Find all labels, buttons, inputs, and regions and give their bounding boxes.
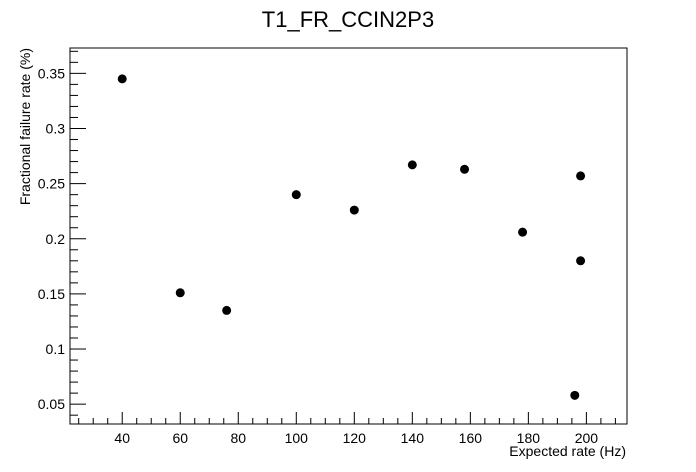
data-point (518, 227, 528, 237)
data-point (349, 205, 359, 215)
data-point (460, 164, 470, 174)
data-point (222, 305, 232, 315)
x-tick-label: 60 (172, 430, 188, 446)
data-point (291, 190, 301, 200)
data-point (576, 256, 586, 266)
data-point (576, 171, 586, 181)
y-tick-label: 0.1 (46, 341, 66, 357)
plot-frame (69, 47, 628, 425)
x-tick-label: 120 (343, 430, 367, 446)
data-point (117, 74, 127, 84)
x-tick-label: 40 (114, 430, 130, 446)
y-tick-label: 0.25 (38, 176, 65, 192)
y-tick-label: 0.3 (46, 120, 66, 136)
x-axis-label: Expected rate (Hz) (509, 443, 626, 459)
x-tick-label: 160 (459, 430, 483, 446)
data-points (117, 74, 586, 400)
axes: 40 60 80 100 120 140 160 180 200 0.05 0.1 0.15 0.2 0.… (38, 50, 616, 446)
y-tick-label: 0.15 (38, 286, 65, 302)
chart-title: T1_FR_CCIN2P3 (262, 7, 434, 32)
x-tick-label: 180 (517, 430, 541, 446)
y-tick-label: 0.05 (38, 396, 65, 412)
x-tick-label: 200 (575, 430, 599, 446)
y-axis-label: Fractional failure rate (%) (17, 48, 33, 205)
y-tick-label: 0.35 (38, 65, 65, 81)
x-tick-label: 100 (285, 430, 309, 446)
y-tick-label: 0.2 (46, 231, 66, 247)
x-tick-label: 140 (401, 430, 425, 446)
x-tick-label: 80 (230, 430, 246, 446)
data-point (407, 160, 417, 170)
data-point (175, 288, 185, 298)
data-point (570, 390, 580, 400)
